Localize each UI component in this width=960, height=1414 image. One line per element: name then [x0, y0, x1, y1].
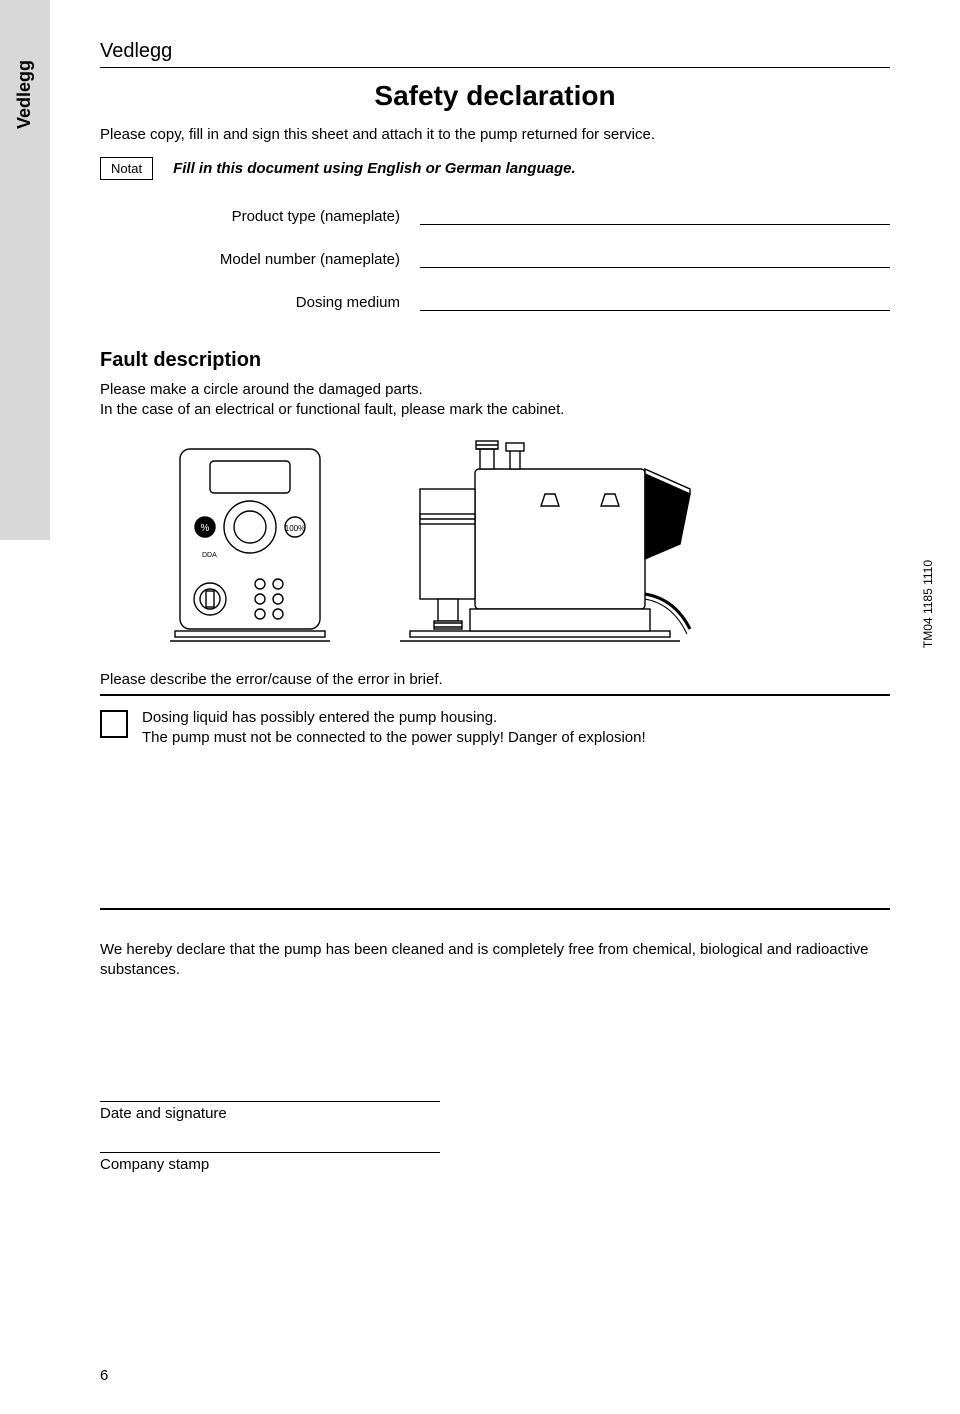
fault-line2: In the case of an electrical or function… [100, 401, 564, 418]
notat-row: Notat Fill in this document using Englis… [100, 157, 890, 180]
header-rule [100, 67, 890, 68]
warning-line1: Dosing liquid has possibly entered the p… [142, 709, 497, 726]
field-model-number: Model number (nameplate) [100, 251, 890, 268]
fault-instructions: Please make a circle around the damaged … [100, 380, 890, 421]
pump-diagram-row: % 100% DDA [160, 439, 890, 649]
svg-text:DDA: DDA [202, 552, 217, 559]
svg-text:%: % [201, 523, 210, 534]
warning-text: Dosing liquid has possibly entered the p… [142, 708, 646, 749]
field-label-dosing-medium: Dosing medium [100, 294, 420, 311]
field-input-dosing-medium[interactable] [420, 310, 890, 311]
warning-checkbox[interactable] [100, 710, 128, 738]
side-tab: Vedlegg [0, 0, 50, 540]
pump-front-icon: % 100% DDA [160, 439, 340, 649]
fault-title: Fault description [100, 349, 890, 372]
intro-text: Please copy, fill in and sign this sheet… [100, 126, 890, 143]
signature-line-date[interactable] [100, 1101, 440, 1102]
image-reference-code: TM04 1185 1110 [921, 560, 935, 648]
notat-badge: Notat [100, 157, 153, 180]
signature-section: Date and signature Company stamp [100, 1101, 890, 1173]
describe-prompt: Please describe the error/cause of the e… [100, 671, 890, 688]
field-product-type: Product type (nameplate) [100, 208, 890, 225]
svg-text:100%: 100% [285, 524, 305, 533]
describe-rule [100, 694, 890, 696]
declaration-text: We hereby declare that the pump has been… [100, 940, 890, 981]
field-input-product-type[interactable] [420, 224, 890, 225]
pump-side-icon [380, 439, 720, 649]
field-dosing-medium: Dosing medium [100, 294, 890, 311]
notat-instruction: Fill in this document using English or G… [173, 160, 576, 177]
page-title: Safety declaration [100, 80, 890, 112]
section-header: Vedlegg [100, 40, 890, 63]
warning-line2: The pump must not be connected to the po… [142, 729, 646, 746]
signature-line-stamp[interactable] [100, 1152, 440, 1153]
side-tab-label: Vedlegg [14, 60, 35, 129]
field-label-model-number: Model number (nameplate) [100, 251, 420, 268]
declaration-rule [100, 908, 890, 910]
fault-line1: Please make a circle around the damaged … [100, 381, 423, 398]
field-label-product-type: Product type (nameplate) [100, 208, 420, 225]
field-input-model-number[interactable] [420, 267, 890, 268]
warning-checkbox-row: Dosing liquid has possibly entered the p… [100, 708, 890, 749]
page-number: 6 [100, 1367, 108, 1384]
page-content: Vedlegg Safety declaration Please copy, … [100, 40, 890, 1203]
signature-label-stamp: Company stamp [100, 1156, 890, 1173]
signature-label-date: Date and signature [100, 1105, 890, 1122]
